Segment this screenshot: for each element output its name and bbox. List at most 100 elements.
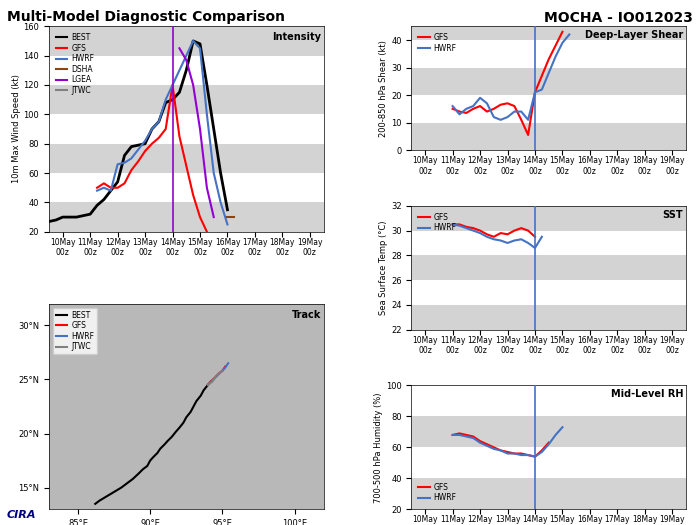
BEST	[110, 489, 118, 495]
GFS	[134, 158, 142, 164]
GFS	[155, 135, 163, 141]
Line: HWRF: HWRF	[208, 363, 228, 385]
BEST	[196, 41, 204, 47]
BEST	[141, 141, 149, 147]
GFS	[120, 180, 129, 186]
JTWC	[218, 368, 227, 374]
HWRF	[216, 200, 225, 206]
HWRF	[203, 111, 211, 118]
BEST	[160, 441, 169, 447]
HWRF	[224, 360, 232, 366]
HWRF	[221, 364, 230, 371]
Bar	[49, 203, 323, 232]
GFS	[221, 363, 230, 370]
HWRF	[120, 160, 129, 166]
Text: Intensity: Intensity	[272, 33, 321, 43]
HWRF	[141, 138, 149, 144]
BEST	[45, 218, 53, 225]
JTWC	[211, 374, 219, 381]
DSHA	[223, 214, 232, 220]
HWRF	[155, 119, 163, 125]
BEST	[106, 187, 115, 194]
GFS	[127, 167, 136, 173]
Text: MOCHA - IO012023: MOCHA - IO012023	[544, 10, 693, 25]
BEST	[93, 202, 102, 208]
GFS	[218, 368, 227, 374]
Line: LGEA: LGEA	[179, 48, 214, 217]
BEST	[199, 387, 208, 393]
HWRF	[127, 155, 136, 162]
BEST	[120, 152, 129, 159]
BEST	[134, 470, 143, 477]
GFS	[211, 374, 219, 381]
HWRF	[189, 38, 197, 44]
BEST	[167, 434, 176, 440]
BEST	[95, 498, 104, 504]
BEST	[186, 409, 195, 415]
LGEA	[203, 185, 211, 191]
BEST	[163, 438, 172, 444]
HWRF	[208, 377, 216, 384]
BEST	[169, 97, 177, 103]
JTWC	[214, 371, 223, 377]
Legend: GFS, HWRF: GFS, HWRF	[415, 209, 460, 235]
Legend: BEST, GFS, HWRF, JTWC: BEST, GFS, HWRF, JTWC	[52, 308, 97, 354]
LGEA	[175, 45, 183, 51]
LGEA	[196, 126, 204, 132]
HWRF	[196, 45, 204, 51]
HWRF	[223, 222, 232, 228]
Bar	[412, 206, 686, 230]
Text: Deep-Layer Shear: Deep-Layer Shear	[585, 30, 683, 40]
Bar	[412, 26, 686, 40]
BEST	[223, 207, 232, 213]
JTWC	[204, 382, 212, 388]
HWRF	[106, 187, 115, 194]
BEST	[139, 466, 147, 472]
BEST	[209, 126, 218, 132]
BEST	[146, 457, 155, 464]
BEST	[127, 143, 136, 150]
BEST	[206, 379, 215, 385]
GFS	[99, 180, 108, 186]
Legend: GFS, HWRF: GFS, HWRF	[415, 30, 460, 56]
LGEA	[189, 82, 197, 88]
BEST	[175, 89, 183, 96]
Bar	[412, 478, 686, 509]
GFS	[162, 126, 170, 132]
Bar	[412, 255, 686, 280]
BEST	[204, 382, 212, 388]
Bar	[49, 85, 323, 114]
BEST	[103, 493, 111, 499]
Bar	[49, 26, 323, 56]
BEST	[179, 419, 188, 426]
HWRF	[169, 82, 177, 88]
LGEA	[182, 57, 190, 63]
Bar	[412, 122, 686, 150]
BEST	[182, 67, 190, 74]
GFS	[169, 82, 177, 88]
LGEA	[209, 214, 218, 220]
GFS	[93, 185, 102, 191]
BEST	[182, 414, 190, 421]
BEST	[162, 99, 170, 106]
BEST	[149, 454, 158, 460]
BEST	[143, 463, 151, 469]
Bar	[412, 68, 686, 95]
GFS	[175, 133, 183, 140]
HWRF	[162, 97, 170, 103]
Text: Multi-Model Diagnostic Comparison: Multi-Model Diagnostic Comparison	[7, 10, 285, 25]
BEST	[129, 476, 137, 482]
GFS	[196, 214, 204, 220]
Line: BEST: BEST	[95, 382, 211, 504]
HWRF	[93, 187, 102, 194]
BEST	[72, 214, 80, 220]
Bar	[412, 416, 686, 447]
BEST	[156, 446, 164, 452]
BEST	[79, 213, 88, 219]
GFS	[113, 185, 122, 191]
BEST	[216, 170, 225, 176]
HWRF	[175, 67, 183, 74]
BEST	[134, 142, 142, 149]
BEST	[86, 211, 94, 217]
GFS	[214, 371, 223, 377]
